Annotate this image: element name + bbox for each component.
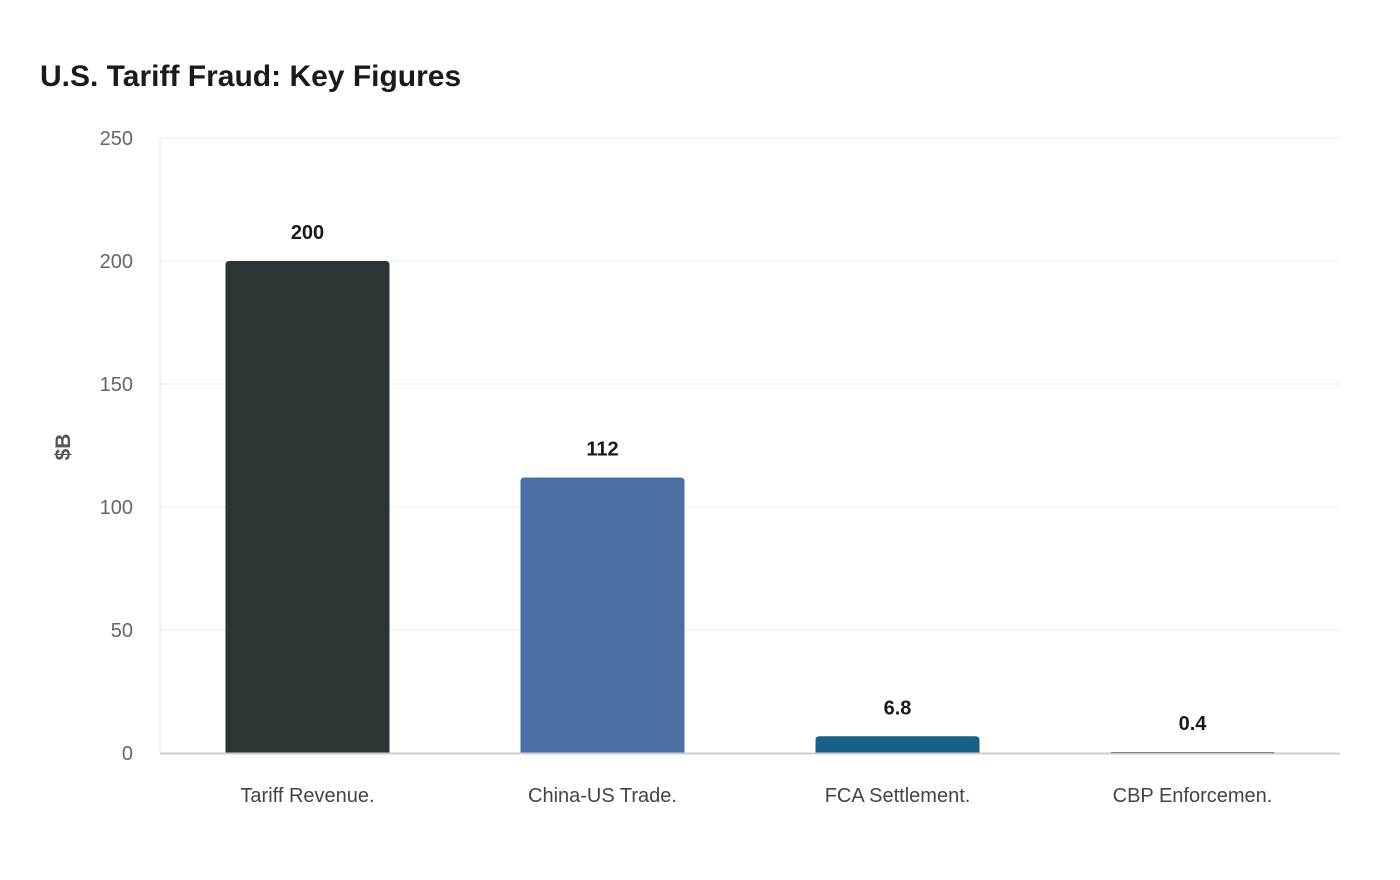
y-tick-label: 50 (111, 620, 133, 642)
y-tick-label: 150 (100, 374, 133, 396)
x-tick-label: China-US Trade. (528, 785, 677, 807)
x-tick-label: Tariff Revenue. (240, 785, 374, 807)
x-tick-label: CBP Enforcemen. (1113, 785, 1273, 807)
bar (520, 477, 685, 753)
data-label: 6.8 (884, 697, 912, 719)
data-label: 0.4 (1179, 713, 1208, 735)
y-tick-label: 100 (100, 497, 133, 519)
bar (225, 261, 390, 753)
y-tick-label: 250 (100, 128, 133, 150)
y-axis-label: $B (52, 434, 75, 461)
data-label: 112 (586, 438, 618, 460)
data-label: 200 (291, 222, 324, 244)
x-tick-label: FCA Settlement. (825, 785, 971, 807)
y-tick-label: 200 (100, 251, 133, 273)
y-tick-label: 0 (122, 743, 133, 765)
chart-title: U.S. Tariff Fraud: Key Figures (40, 60, 462, 93)
bar (815, 736, 980, 753)
